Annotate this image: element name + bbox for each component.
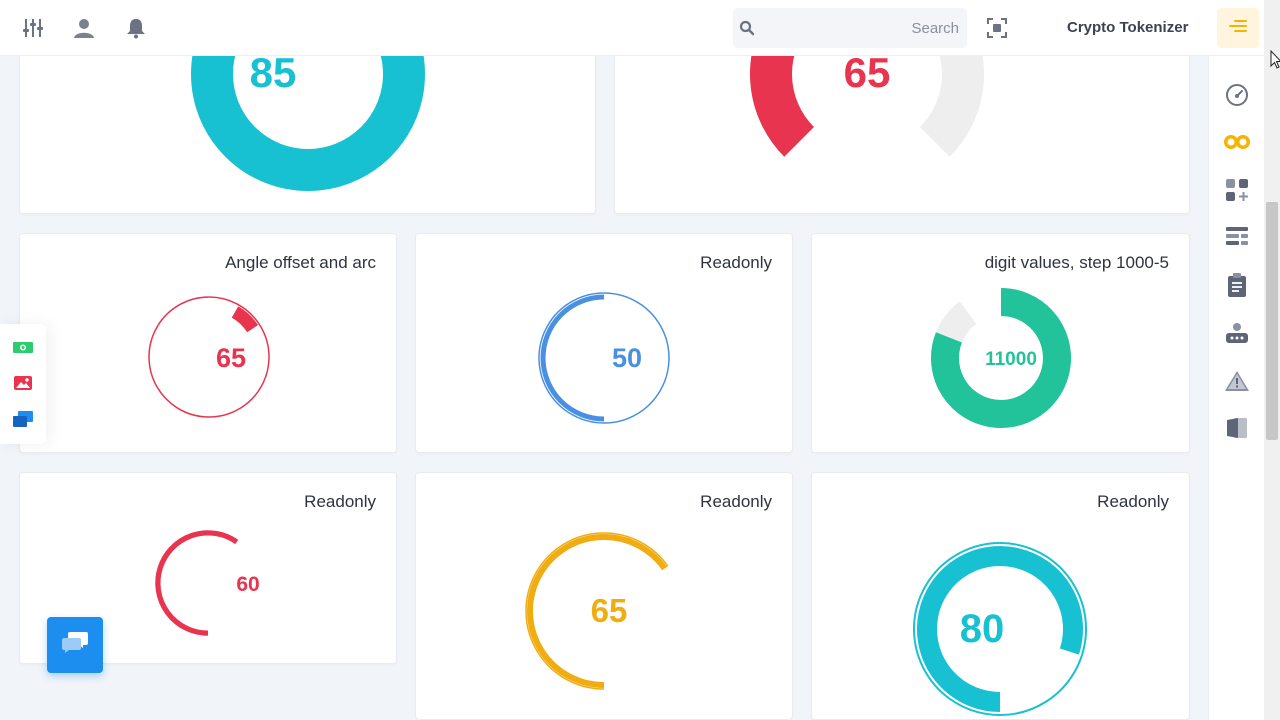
top-navbar: Crypto Tokenizer	[0, 0, 1264, 56]
gauge-outline-ring	[538, 292, 670, 424]
image-icon[interactable]	[10, 370, 36, 396]
gauge-value-arc[interactable]	[231, 306, 259, 333]
gauge-value-arc[interactable]	[750, 30, 929, 157]
gauge-card: 65	[614, 30, 1190, 214]
chat-button[interactable]	[47, 617, 103, 673]
gauge-value-label: 11000	[985, 349, 1037, 370]
gauge-value-label: 80	[960, 607, 1005, 651]
user-icon[interactable]	[72, 16, 96, 40]
apps-icon[interactable]	[1223, 176, 1251, 204]
gauge-value-arc[interactable]	[540, 294, 605, 422]
layout-icon[interactable]	[1223, 223, 1251, 251]
gauge-value-arc[interactable]	[155, 530, 239, 636]
floating-toolbar	[0, 324, 46, 444]
mouse-cursor	[1270, 49, 1280, 75]
dashboard-gauge-icon[interactable]	[1223, 81, 1251, 109]
warning-icon[interactable]	[1223, 367, 1251, 395]
gauge-value-label: 65	[216, 343, 246, 373]
card-title: Readonly	[700, 492, 772, 511]
gauge-value-label: 60	[236, 573, 259, 596]
gauge-value-arc[interactable]	[931, 288, 1071, 428]
pages-icon[interactable]	[1223, 414, 1251, 442]
bell-icon[interactable]	[124, 16, 148, 40]
gauge-value-label: 50	[612, 343, 642, 373]
gauge-card: Angle offset and arc 65	[19, 233, 397, 453]
gauge-outline-ring	[148, 296, 270, 418]
card-title: Readonly	[304, 492, 376, 511]
search-box	[733, 8, 967, 48]
money-icon[interactable]	[10, 334, 36, 360]
gauge-value-label: 65	[844, 49, 891, 96]
gauge-card: digit values, step 1000-5 11000	[811, 233, 1190, 453]
card-title: Readonly	[700, 253, 772, 272]
gauge-outline-ring	[913, 542, 1087, 716]
search-icon	[739, 20, 755, 36]
brand-name[interactable]: Crypto Tokenizer	[1067, 19, 1189, 36]
menu-toggle-button[interactable]	[1217, 8, 1259, 48]
gauge-value-label: 85	[250, 49, 297, 96]
gauge-value-arc[interactable]	[527, 534, 668, 688]
gauge-card: Readonly 50	[415, 233, 793, 453]
gauge-outline-ring	[525, 532, 669, 690]
gauge-card: Readonly 80	[811, 472, 1190, 720]
clipboard-icon[interactable]	[1223, 271, 1251, 299]
search-input[interactable]	[763, 8, 959, 48]
gauge-card: 85	[19, 30, 596, 214]
chat-icon	[61, 630, 89, 661]
card-title: digit values, step 1000-5	[984, 253, 1169, 272]
gauge-card: Readonly 65	[415, 472, 793, 720]
robot-icon[interactable]	[1223, 319, 1251, 347]
right-sidebar	[1208, 56, 1264, 720]
gauge-value-label: 65	[591, 592, 628, 629]
sliders-icon[interactable]	[21, 16, 45, 40]
scrollbar-thumb[interactable]	[1266, 202, 1278, 440]
card-title: Readonly	[1097, 492, 1169, 511]
gauge-value-arc[interactable]	[191, 30, 425, 191]
fullscreen-icon[interactable]	[985, 16, 1009, 40]
crypto-coins-icon[interactable]	[1223, 128, 1251, 156]
gauge-outline-ring	[155, 530, 239, 636]
menu-icon	[1229, 19, 1247, 38]
card-title: Angle offset and arc	[225, 253, 376, 272]
gauge-value-arc[interactable]	[917, 546, 1083, 712]
chat-windows-icon[interactable]	[10, 406, 36, 432]
